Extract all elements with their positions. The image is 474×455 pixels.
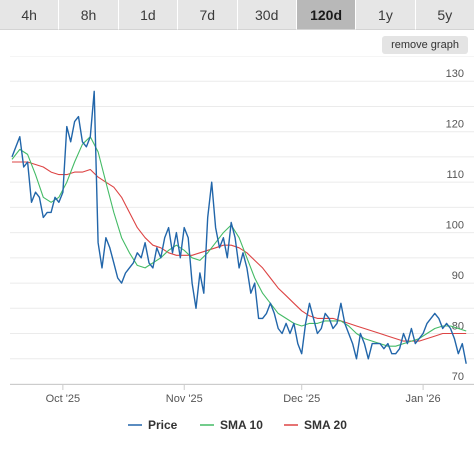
x-tick-label: Jan '26: [406, 393, 441, 405]
series-line-sma-10: [11, 136, 467, 347]
y-tick-label: 90: [452, 270, 464, 282]
series-line-sma-20: [12, 161, 467, 342]
legend-item-sma-20[interactable]: SMA 20: [284, 418, 347, 432]
y-tick-label: 110: [446, 169, 464, 181]
x-tick-label: Oct '25: [46, 393, 81, 405]
x-tick-label: Dec '25: [283, 393, 320, 405]
tab-4h[interactable]: 4h: [0, 0, 60, 30]
tab-1y[interactable]: 1y: [356, 0, 416, 30]
x-tick-label: Nov '25: [166, 393, 203, 405]
legend-label: Price: [148, 418, 178, 432]
timeframe-tabs: 4h 8h 1d 7d 30d 120d 1y 5y: [0, 0, 474, 30]
legend-label: SMA 20: [304, 418, 347, 432]
legend: Price SMA 10 SMA 20: [128, 418, 347, 432]
legend-label: SMA 10: [220, 418, 263, 432]
tab-8h[interactable]: 8h: [59, 0, 119, 30]
y-tick-label: 100: [446, 220, 464, 232]
tab-7d[interactable]: 7d: [178, 0, 238, 30]
tab-30d[interactable]: 30d: [237, 0, 297, 30]
series-lines: [11, 90, 467, 364]
y-tick-label: 130: [446, 68, 464, 80]
series-line-price: [11, 90, 467, 364]
tab-120d[interactable]: 120d: [296, 0, 357, 30]
y-tick-label: 120: [446, 119, 464, 131]
legend-item-sma-10[interactable]: SMA 10: [200, 418, 263, 432]
remove-graph-button[interactable]: remove graph: [382, 36, 468, 54]
legend-item-price[interactable]: Price: [128, 418, 178, 432]
tab-1d[interactable]: 1d: [118, 0, 179, 30]
tab-5y[interactable]: 5y: [415, 0, 474, 30]
y-tick-label: 70: [452, 371, 464, 383]
